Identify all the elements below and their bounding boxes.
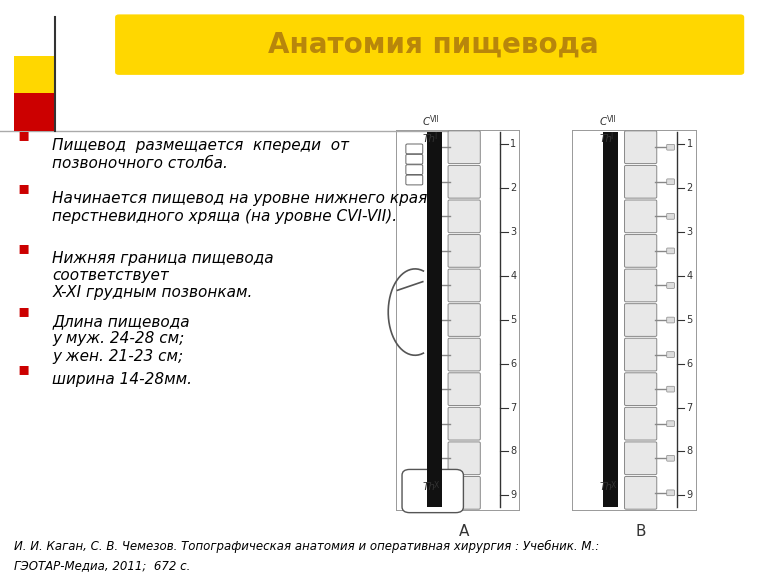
Text: ▪: ▪ xyxy=(17,238,29,257)
FancyBboxPatch shape xyxy=(115,14,744,75)
FancyBboxPatch shape xyxy=(448,304,480,336)
FancyBboxPatch shape xyxy=(448,407,480,440)
FancyBboxPatch shape xyxy=(624,407,657,440)
FancyBboxPatch shape xyxy=(667,317,674,323)
FancyBboxPatch shape xyxy=(448,234,480,267)
Text: 7: 7 xyxy=(687,403,693,412)
Text: 9: 9 xyxy=(687,490,693,501)
FancyBboxPatch shape xyxy=(624,442,657,475)
FancyBboxPatch shape xyxy=(667,283,674,289)
Text: 4: 4 xyxy=(687,271,693,281)
FancyBboxPatch shape xyxy=(430,421,438,427)
FancyBboxPatch shape xyxy=(624,234,657,267)
Text: Th: Th xyxy=(599,483,612,492)
FancyBboxPatch shape xyxy=(430,386,438,392)
Text: 1: 1 xyxy=(510,139,516,149)
FancyBboxPatch shape xyxy=(667,145,674,150)
FancyBboxPatch shape xyxy=(667,248,674,254)
FancyBboxPatch shape xyxy=(667,352,674,358)
Text: 9: 9 xyxy=(510,490,516,501)
Text: 6: 6 xyxy=(687,359,693,369)
FancyBboxPatch shape xyxy=(448,338,480,371)
Bar xyxy=(14,56,54,93)
Text: 1: 1 xyxy=(687,139,693,149)
Text: X: X xyxy=(611,480,616,490)
Text: 5: 5 xyxy=(687,314,693,325)
Text: 8: 8 xyxy=(510,446,516,456)
Text: C: C xyxy=(422,117,430,127)
FancyBboxPatch shape xyxy=(448,131,480,164)
FancyBboxPatch shape xyxy=(448,165,480,198)
Text: 4: 4 xyxy=(510,271,516,281)
Text: VII: VII xyxy=(430,115,440,124)
Text: ▪: ▪ xyxy=(17,359,29,378)
Bar xyxy=(603,132,618,507)
FancyBboxPatch shape xyxy=(667,179,674,185)
Text: 3: 3 xyxy=(687,227,693,237)
FancyBboxPatch shape xyxy=(448,442,480,475)
Text: Длина пищевода
у муж. 24-28 см;
у жен. 21-23 см;: Длина пищевода у муж. 24-28 см; у жен. 2… xyxy=(52,314,190,363)
FancyBboxPatch shape xyxy=(406,154,422,164)
FancyBboxPatch shape xyxy=(430,352,438,358)
Text: 8: 8 xyxy=(687,446,693,456)
Text: A: A xyxy=(459,524,469,539)
FancyBboxPatch shape xyxy=(624,269,657,302)
FancyBboxPatch shape xyxy=(624,373,657,406)
Text: 3: 3 xyxy=(510,227,516,237)
Text: Th: Th xyxy=(599,134,612,144)
FancyBboxPatch shape xyxy=(430,283,438,289)
FancyBboxPatch shape xyxy=(667,421,674,427)
FancyBboxPatch shape xyxy=(448,200,480,233)
FancyBboxPatch shape xyxy=(624,131,657,164)
Text: Th: Th xyxy=(422,483,435,492)
FancyBboxPatch shape xyxy=(430,145,438,150)
Bar xyxy=(14,93,54,131)
Text: ГЭОТАР-Медиа, 2011;  672 с.: ГЭОТАР-Медиа, 2011; 672 с. xyxy=(14,559,190,572)
Text: Нижняя граница пищевода
соответствует
X-XI грудным позвонкам.: Нижняя граница пищевода соответствует X-… xyxy=(52,251,274,300)
Text: 6: 6 xyxy=(510,359,516,369)
Text: X: X xyxy=(434,480,439,490)
FancyBboxPatch shape xyxy=(406,144,422,154)
Text: VII: VII xyxy=(607,115,617,124)
Text: C: C xyxy=(599,117,607,127)
FancyBboxPatch shape xyxy=(448,373,480,406)
Text: 2: 2 xyxy=(687,183,693,193)
FancyBboxPatch shape xyxy=(624,476,657,509)
Text: 2: 2 xyxy=(510,183,516,193)
Text: Начинается пищевод на уровне нижнего края
перстневидного хряща (на уровне CVI-VI: Начинается пищевод на уровне нижнего кра… xyxy=(52,191,428,223)
FancyBboxPatch shape xyxy=(667,214,674,219)
FancyBboxPatch shape xyxy=(624,338,657,371)
FancyBboxPatch shape xyxy=(430,456,438,461)
Text: 5: 5 xyxy=(510,314,516,325)
Text: I: I xyxy=(611,132,613,141)
FancyBboxPatch shape xyxy=(667,456,674,461)
FancyBboxPatch shape xyxy=(402,469,463,513)
Text: ▪: ▪ xyxy=(17,179,29,198)
FancyBboxPatch shape xyxy=(430,490,438,496)
FancyBboxPatch shape xyxy=(667,490,674,496)
Text: ▪: ▪ xyxy=(17,302,29,320)
FancyBboxPatch shape xyxy=(406,175,422,185)
FancyBboxPatch shape xyxy=(430,214,438,219)
Text: Анатомия пищевода: Анатомия пищевода xyxy=(268,31,599,59)
Text: 7: 7 xyxy=(510,403,516,412)
FancyBboxPatch shape xyxy=(624,304,657,336)
Text: ширина 14-28мм.: ширина 14-28мм. xyxy=(52,372,192,386)
FancyBboxPatch shape xyxy=(430,179,438,185)
FancyBboxPatch shape xyxy=(448,476,480,509)
FancyBboxPatch shape xyxy=(406,165,422,175)
FancyBboxPatch shape xyxy=(430,248,438,254)
Bar xyxy=(426,132,442,507)
FancyBboxPatch shape xyxy=(430,317,438,323)
Text: Пищевод  размещается  кпереди  от
позвоночного столба.: Пищевод размещается кпереди от позвоночн… xyxy=(52,138,349,170)
FancyBboxPatch shape xyxy=(624,165,657,198)
FancyBboxPatch shape xyxy=(448,269,480,302)
Text: ▪: ▪ xyxy=(17,126,29,145)
Text: I: I xyxy=(434,132,436,141)
FancyBboxPatch shape xyxy=(624,200,657,233)
FancyBboxPatch shape xyxy=(667,386,674,392)
Text: B: B xyxy=(635,524,646,539)
Text: И. И. Каган, С. В. Чемезов. Топографическая анатомия и оперативная хирургия : Уч: И. И. Каган, С. В. Чемезов. Топографичес… xyxy=(14,540,599,554)
Text: Th: Th xyxy=(422,134,435,144)
